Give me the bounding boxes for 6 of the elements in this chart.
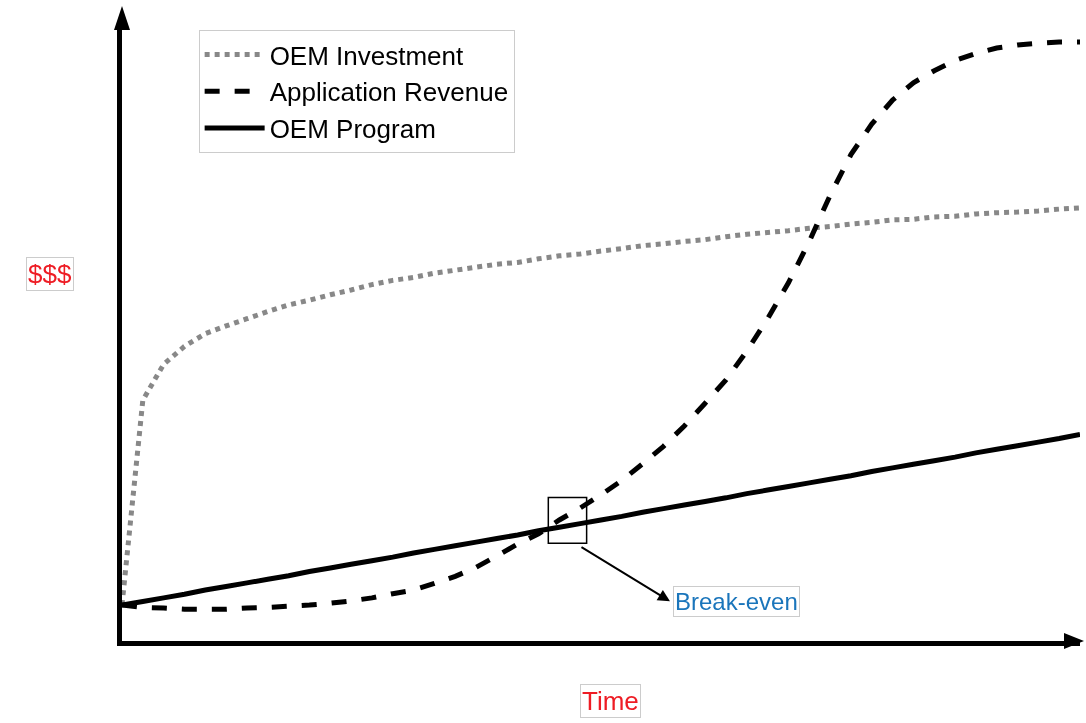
legend-label: OEM Program bbox=[269, 114, 436, 145]
annotation: Break-even bbox=[675, 588, 798, 615]
y-axis-title: $$$ bbox=[28, 259, 72, 289]
legend-label: Application Revenue bbox=[269, 77, 509, 108]
x-axis-title: Time bbox=[582, 686, 639, 716]
legend-label: OEM Investment bbox=[269, 40, 465, 71]
